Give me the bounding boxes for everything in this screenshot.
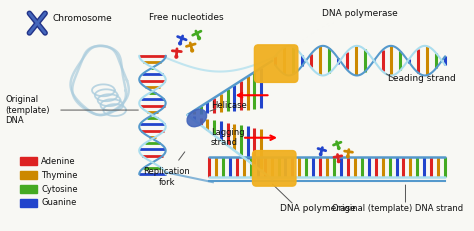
Ellipse shape bbox=[187, 109, 207, 127]
Circle shape bbox=[179, 42, 182, 45]
Text: Thymine: Thymine bbox=[41, 171, 78, 180]
FancyBboxPatch shape bbox=[255, 45, 298, 82]
Text: Helicase: Helicase bbox=[211, 101, 247, 110]
FancyBboxPatch shape bbox=[20, 199, 37, 207]
Text: Original
(template)
DNA: Original (template) DNA bbox=[5, 95, 50, 125]
Text: Cytosine: Cytosine bbox=[41, 185, 78, 194]
Text: DNA polymerase: DNA polymerase bbox=[322, 9, 398, 18]
Text: Leading strand: Leading strand bbox=[389, 74, 456, 83]
FancyBboxPatch shape bbox=[20, 158, 37, 165]
Text: Free nucleotides: Free nucleotides bbox=[149, 13, 224, 22]
Circle shape bbox=[346, 155, 349, 158]
FancyBboxPatch shape bbox=[253, 151, 296, 186]
Circle shape bbox=[319, 153, 322, 155]
Circle shape bbox=[337, 160, 340, 163]
Circle shape bbox=[337, 147, 340, 149]
Text: Replication
fork: Replication fork bbox=[143, 167, 190, 187]
Text: DNA polymerase: DNA polymerase bbox=[280, 204, 356, 213]
Text: Adenine: Adenine bbox=[41, 157, 76, 166]
Circle shape bbox=[198, 37, 201, 40]
Text: Original (template) DNA strand: Original (template) DNA strand bbox=[332, 204, 464, 213]
Circle shape bbox=[191, 49, 193, 52]
FancyBboxPatch shape bbox=[20, 185, 37, 193]
Circle shape bbox=[175, 55, 178, 58]
Text: Chromosome: Chromosome bbox=[52, 14, 112, 23]
Text: Guanine: Guanine bbox=[41, 198, 76, 207]
FancyBboxPatch shape bbox=[20, 171, 37, 179]
Text: Lagging
strand: Lagging strand bbox=[211, 128, 245, 147]
